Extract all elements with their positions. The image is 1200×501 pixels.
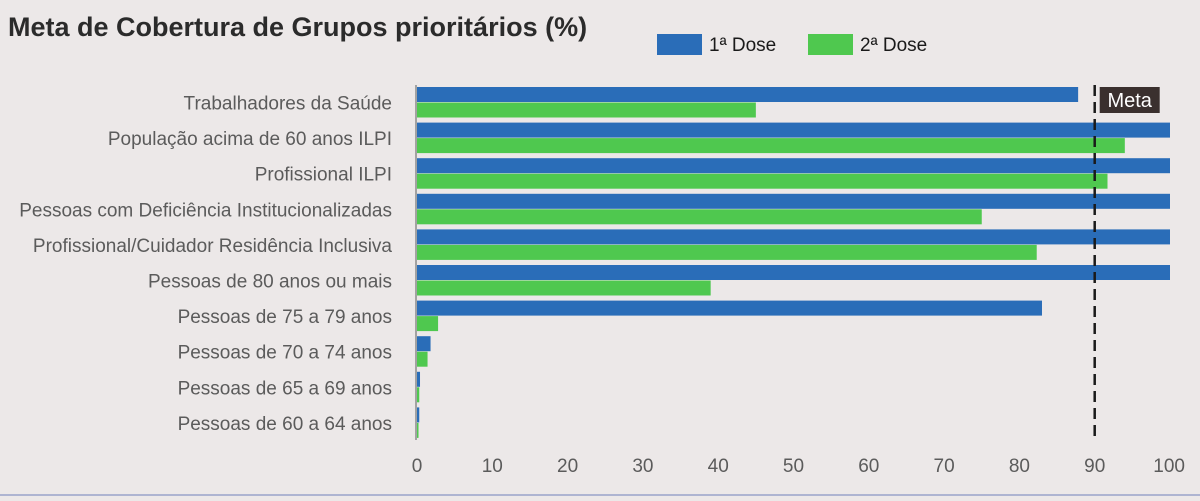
bar-2a-dose xyxy=(417,209,982,225)
category-label: Trabalhadores da Saúde xyxy=(184,94,392,115)
bar-2a-dose xyxy=(417,102,756,118)
bar-1a-dose xyxy=(417,193,1170,209)
x-tick-label: 30 xyxy=(632,456,653,477)
legend-label-2a-dose: 2ª Dose xyxy=(860,35,927,56)
bar-1a-dose xyxy=(417,371,421,387)
legend-label-1a-dose: 1ª Dose xyxy=(709,35,776,56)
bar-1a-dose xyxy=(417,265,1170,280)
meta-label-box xyxy=(1099,87,1160,113)
bar-1a-dose xyxy=(417,87,1079,102)
bar-2a-dose xyxy=(417,280,711,296)
bar-2a-dose xyxy=(417,351,428,367)
category-labels: Trabalhadores da Saúde População acima de… xyxy=(19,94,392,435)
category-label: Pessoas de 65 a 69 anos xyxy=(178,378,392,399)
x-tick-label: 60 xyxy=(858,456,879,477)
legend-swatch-2a-dose xyxy=(808,34,853,55)
bar-1a-dose xyxy=(417,229,1170,245)
category-label: Pessoas de 75 a 79 anos xyxy=(178,307,392,328)
bar-2a-dose xyxy=(417,387,420,403)
x-tick-label: 50 xyxy=(783,456,804,477)
chart-title: Meta de Cobertura de Grupos prioritários… xyxy=(8,12,587,42)
bar-1a-dose xyxy=(417,122,1170,138)
bar-2a-dose xyxy=(417,316,439,332)
x-tick-label: 80 xyxy=(1009,456,1030,477)
x-tick-label: 40 xyxy=(708,456,729,477)
legend: 1ª Dose 2ª Dose xyxy=(657,34,927,56)
legend-swatch-1a-dose xyxy=(657,34,702,55)
x-tick-label: 100 xyxy=(1153,456,1185,477)
category-label: Pessoas de 70 a 74 anos xyxy=(178,343,392,364)
bar-2a-dose xyxy=(417,422,419,438)
bar-2a-dose xyxy=(417,244,1037,260)
bars-group xyxy=(417,87,1170,438)
x-tick-label: 90 xyxy=(1084,456,1105,477)
x-tick-label: 10 xyxy=(482,456,503,477)
x-tick-label: 20 xyxy=(557,456,578,477)
bar-1a-dose xyxy=(417,300,1042,316)
category-label: Pessoas de 60 a 64 anos xyxy=(178,414,392,435)
category-label: Pessoas com Deficiência Institucionaliza… xyxy=(19,200,392,221)
bar-1a-dose xyxy=(417,336,431,352)
category-label: Profissional/Cuidador Residência Inclusi… xyxy=(33,236,393,257)
bar-1a-dose xyxy=(417,407,420,423)
category-label: Pessoas de 80 anos ou mais xyxy=(148,272,392,293)
category-label: População acima de 60 anos ILPI xyxy=(108,129,392,150)
meta-label: Meta xyxy=(1107,90,1152,112)
bar-2a-dose xyxy=(417,173,1108,189)
x-tick-label: 70 xyxy=(934,456,955,477)
x-axis-tick-labels: 0 10 20 30 40 50 60 70 80 90 100 xyxy=(412,456,1185,477)
bar-1a-dose xyxy=(417,158,1170,174)
bar-2a-dose xyxy=(417,138,1125,154)
category-label: Profissional ILPI xyxy=(255,165,392,186)
x-tick-label: 0 xyxy=(412,456,423,477)
